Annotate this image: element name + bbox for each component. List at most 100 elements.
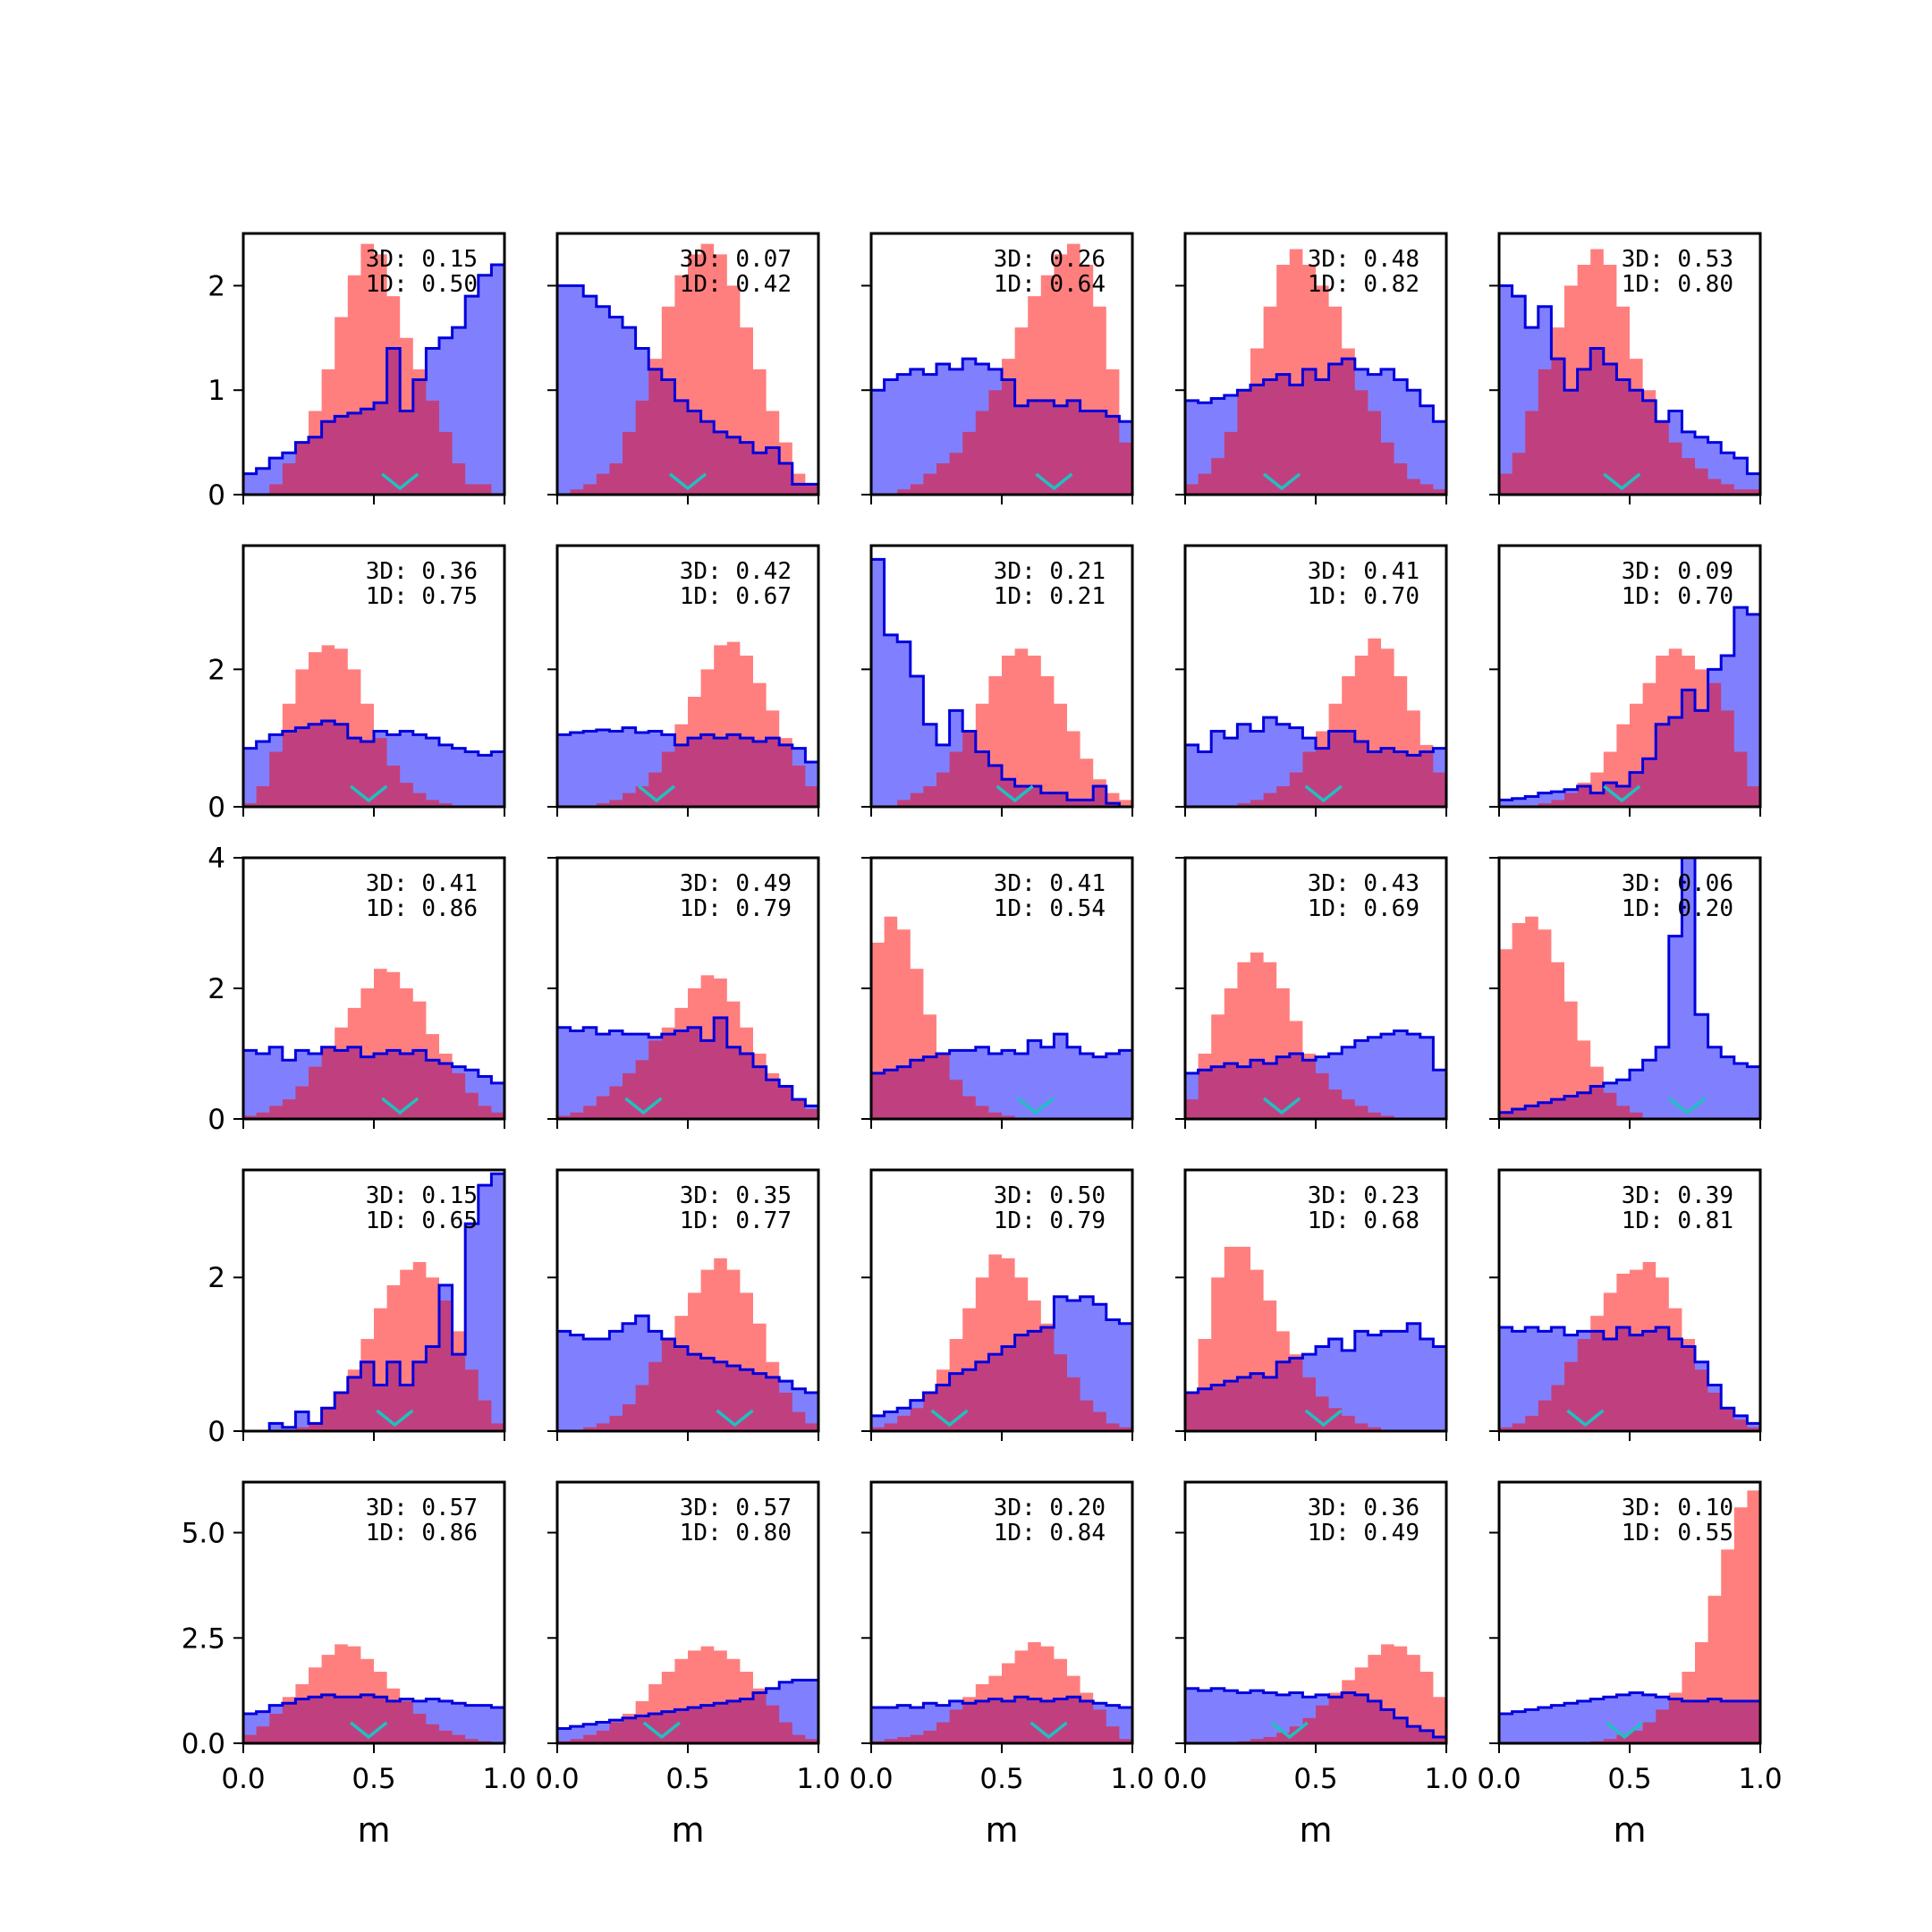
x-tick-label: 0.5 xyxy=(1607,1763,1651,1795)
red-histogram-fill xyxy=(1185,1246,1446,1431)
cyan-v-marker xyxy=(1304,784,1343,803)
y-tick-label: 0 xyxy=(208,479,225,512)
annotation-3d: 3D: 0.57 xyxy=(366,1495,478,1521)
annotation-1d: 1D: 0.79 xyxy=(680,895,792,922)
x-tick-label: 0.5 xyxy=(979,1763,1023,1795)
red-histogram-fill xyxy=(557,641,818,807)
cyan-v-marker xyxy=(642,1721,681,1740)
annotation-3d: 3D: 0.10 xyxy=(1622,1495,1733,1521)
cyan-v-marker xyxy=(350,1721,388,1740)
cyan-v-marker xyxy=(668,472,708,491)
x-axis-label: m xyxy=(985,1810,1018,1850)
red-histogram-fill xyxy=(1185,952,1446,1119)
x-axis-label: m xyxy=(671,1810,704,1850)
red-histogram-fill xyxy=(871,1641,1132,1743)
annotation-1d: 1D: 0.80 xyxy=(680,1520,792,1546)
annotation-3d: 3D: 0.20 xyxy=(994,1495,1106,1521)
annotation-1d: 1D: 0.77 xyxy=(680,1208,792,1234)
x-tick-label: 0.0 xyxy=(849,1763,893,1795)
cyan-v-marker xyxy=(1270,1721,1309,1740)
cyan-v-marker xyxy=(381,472,419,491)
x-tick-label: 0.5 xyxy=(665,1763,709,1795)
annotation-1d: 1D: 0.86 xyxy=(366,1520,478,1546)
annotation-3d: 3D: 0.09 xyxy=(1622,558,1733,585)
x-tick-label: 0.0 xyxy=(535,1763,579,1795)
cyan-v-marker xyxy=(637,784,676,803)
annotation-1d: 1D: 0.70 xyxy=(1308,583,1419,610)
annotation-1d: 1D: 0.54 xyxy=(994,895,1106,922)
annotation-3d: 3D: 0.06 xyxy=(1622,870,1733,897)
annotation-3d: 3D: 0.41 xyxy=(1308,558,1419,585)
cyan-v-marker xyxy=(1668,1097,1707,1115)
blue-histogram-outline xyxy=(555,284,820,495)
cyan-v-marker xyxy=(1035,472,1073,491)
cyan-v-marker xyxy=(376,1409,414,1428)
cyan-v-marker xyxy=(1566,1409,1605,1428)
cyan-v-marker xyxy=(1030,1721,1068,1740)
annotation-3d: 3D: 0.39 xyxy=(1622,1182,1733,1209)
annotation-1d: 1D: 0.21 xyxy=(994,583,1106,610)
cyan-v-marker xyxy=(1016,1097,1055,1115)
annotation-1d: 1D: 0.50 xyxy=(366,271,478,298)
annotation-3d: 3D: 0.48 xyxy=(1308,246,1419,273)
x-tick-label: 1.0 xyxy=(1424,1763,1468,1795)
blue-histogram-outline xyxy=(555,726,820,807)
annotation-1d: 1D: 0.80 xyxy=(1622,271,1733,298)
annotation-1d: 1D: 0.65 xyxy=(366,1208,478,1234)
blue-histogram-outline xyxy=(242,1046,506,1119)
annotation-3d: 3D: 0.57 xyxy=(680,1495,792,1521)
cyan-v-marker xyxy=(1262,472,1301,491)
cyan-v-marker xyxy=(1603,472,1641,491)
annotation-3d: 3D: 0.43 xyxy=(1308,870,1419,897)
y-tick-label: 4 xyxy=(208,843,225,875)
blue-histogram-outline xyxy=(869,1032,1134,1119)
blue-histogram-outline xyxy=(242,1693,506,1743)
cyan-v-marker xyxy=(1304,1409,1343,1428)
annotation-3d: 3D: 0.49 xyxy=(680,870,792,897)
cyan-v-marker xyxy=(930,1409,969,1428)
blue-histogram-outline xyxy=(1497,1690,1762,1743)
red-histogram-fill xyxy=(1185,1644,1446,1743)
blue-histogram-outline xyxy=(1183,357,1448,495)
annotation-1d: 1D: 0.49 xyxy=(1308,1520,1419,1546)
annotation-1d: 1D: 0.69 xyxy=(1308,895,1419,922)
annotation-3d: 3D: 0.26 xyxy=(994,246,1106,273)
red-histogram-fill xyxy=(557,975,818,1119)
red-histogram-fill xyxy=(1499,1490,1760,1743)
annotation-3d: 3D: 0.41 xyxy=(366,870,478,897)
y-tick-label: 0 xyxy=(208,1104,225,1136)
annotation-1d: 1D: 0.70 xyxy=(1622,583,1733,610)
annotation-1d: 1D: 0.81 xyxy=(1622,1208,1733,1234)
cyan-v-marker xyxy=(716,1409,754,1428)
cyan-v-marker xyxy=(381,1097,419,1115)
blue-histogram-outline xyxy=(1497,284,1762,495)
y-tick-label: 2.5 xyxy=(182,1623,225,1655)
red-histogram-fill xyxy=(557,243,818,495)
x-tick-label: 0.0 xyxy=(221,1763,265,1795)
red-histogram-fill xyxy=(1499,249,1760,495)
annotation-3d: 3D: 0.36 xyxy=(366,558,478,585)
annotation-1d: 1D: 0.64 xyxy=(994,271,1106,298)
annotation-3d: 3D: 0.36 xyxy=(1308,1495,1419,1521)
blue-histogram-outline xyxy=(1183,1687,1448,1743)
cyan-v-marker xyxy=(996,784,1034,803)
blue-histogram-outline xyxy=(242,719,506,807)
